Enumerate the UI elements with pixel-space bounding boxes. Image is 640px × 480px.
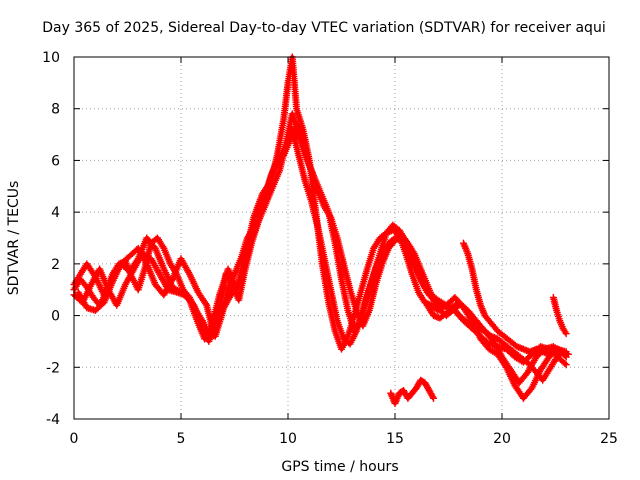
series-plus-markers bbox=[459, 239, 570, 361]
y-axis-title: SDTVAR / TECUs bbox=[6, 181, 22, 296]
series-plus-markers bbox=[387, 376, 438, 407]
y-tick-label: -2 bbox=[46, 360, 60, 376]
series-track-h bbox=[387, 376, 438, 407]
series-plus-markers bbox=[549, 293, 570, 338]
data-series bbox=[70, 53, 572, 407]
x-tick-label: 15 bbox=[386, 431, 404, 447]
y-tick-label: 2 bbox=[51, 257, 60, 273]
series-plus-markers bbox=[423, 301, 572, 384]
x-tick-label: 5 bbox=[177, 431, 186, 447]
plot-frame bbox=[73, 56, 610, 420]
series-plus-markers bbox=[70, 110, 463, 340]
x-tick-label: 20 bbox=[493, 431, 511, 447]
y-tick-label: -4 bbox=[46, 412, 60, 428]
x-tick-label: 10 bbox=[279, 431, 297, 447]
y-tick-label: 6 bbox=[51, 153, 60, 169]
x-tick-label: 0 bbox=[70, 431, 79, 447]
axis-ticks: 0 5 10 15 20 25 -4 -2 0 2 4 6 8 10 bbox=[42, 50, 618, 447]
series-track-d bbox=[70, 110, 463, 340]
y-tick-label: 8 bbox=[51, 102, 60, 118]
x-tick-label: 25 bbox=[600, 431, 618, 447]
y-tick-label: 10 bbox=[42, 50, 60, 66]
x-axis-title: GPS time / hours bbox=[281, 459, 398, 475]
y-tick-label: 4 bbox=[51, 205, 60, 221]
series-track-f bbox=[459, 239, 570, 361]
y-tick-label: 0 bbox=[51, 309, 60, 325]
series-line bbox=[72, 111, 461, 339]
series-track-e bbox=[423, 301, 572, 384]
chart-title: Day 365 of 2025, Sidereal Day-to-day VTE… bbox=[42, 20, 605, 36]
series-track-g bbox=[549, 293, 570, 338]
